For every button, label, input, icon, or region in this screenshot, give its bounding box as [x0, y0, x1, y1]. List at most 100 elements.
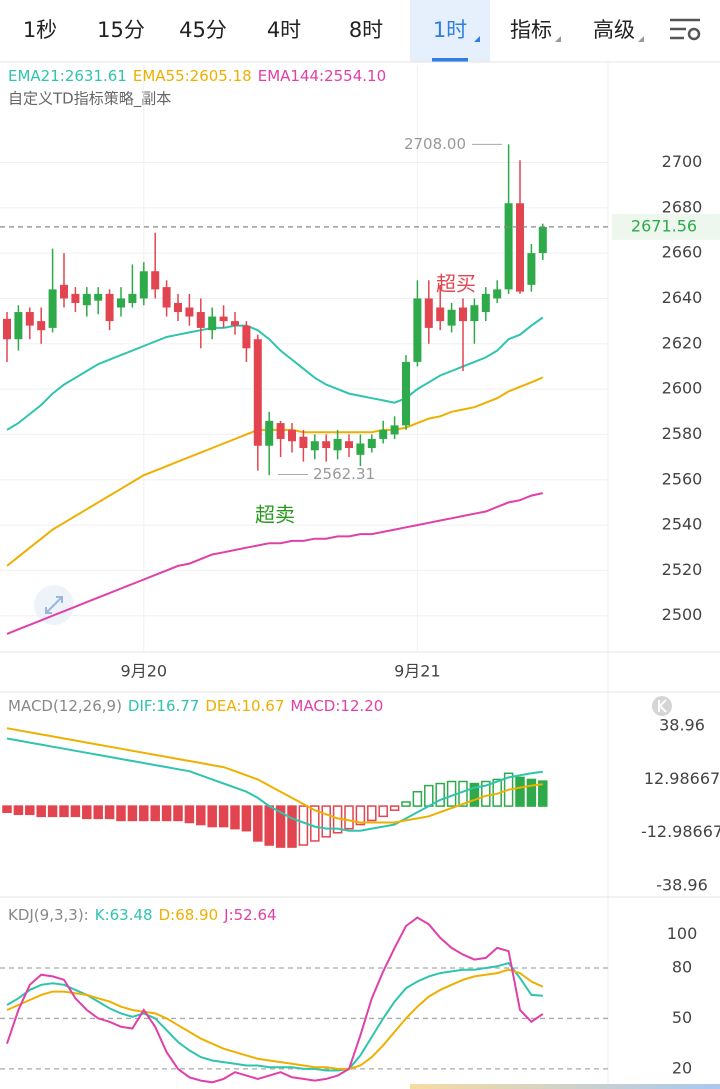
macd-bar — [367, 805, 377, 822]
macd-bar — [13, 805, 24, 816]
macd-bar — [298, 805, 309, 846]
candle-body — [253, 339, 262, 446]
y-tick-label: 38.96 — [659, 716, 705, 735]
tab[interactable]: 高级 — [593, 18, 635, 42]
legend-entry: EMA144:2554.10 — [258, 67, 386, 85]
indicator-line — [6, 737, 543, 832]
macd-bar — [59, 805, 69, 818]
tab[interactable]: 15分 — [97, 18, 145, 42]
legend: MACD(12,26,9) DIF:16.77 DEA:10.67 MACD:12.2… — [8, 697, 383, 715]
macd-bar — [538, 780, 548, 807]
legend-entry: MACD:12.20 — [290, 697, 383, 715]
candle-body — [174, 302, 182, 313]
candle-body — [14, 312, 23, 340]
y-tick-label: 80 — [672, 958, 692, 977]
candle-body — [139, 271, 148, 299]
candle-body — [288, 429, 296, 442]
candle-body — [413, 298, 422, 362]
macd-bar — [378, 805, 388, 818]
macd-bar — [230, 805, 240, 830]
indicator-line — [6, 968, 544, 1070]
y-tick-label: 2540 — [662, 515, 703, 534]
candle-body — [117, 298, 125, 308]
candle-body — [208, 316, 217, 331]
macd-bar — [173, 805, 183, 822]
candle-body — [367, 438, 376, 449]
macd-bar — [264, 805, 274, 846]
expand-icon[interactable] — [34, 585, 74, 625]
dropdown-arrow — [638, 36, 644, 42]
current-price-box — [612, 213, 720, 240]
tab[interactable]: 1时 — [433, 18, 467, 42]
candle-body — [447, 309, 456, 326]
candle-body — [82, 293, 91, 306]
macd-bar — [25, 805, 35, 816]
macd-bar — [401, 801, 411, 807]
candle-body — [185, 307, 194, 317]
y-tick-label: 2620 — [662, 333, 703, 352]
candle-body — [25, 312, 34, 326]
candle-body — [105, 293, 114, 322]
macd-bar — [287, 805, 297, 848]
candle-body — [424, 298, 433, 328]
macd-bar — [104, 805, 115, 820]
macd-bar — [344, 805, 354, 830]
signal-label: 超买 — [436, 272, 476, 296]
bottom-bar — [410, 1084, 720, 1089]
macd-bar — [82, 805, 92, 820]
legend: KDJ(9,3,3): K:63.48 D:68.90 J:52.64 — [8, 906, 277, 924]
candle-body — [390, 425, 399, 435]
macd-bar — [515, 776, 525, 807]
active-tab-underline — [432, 58, 468, 62]
macd-bar — [207, 805, 217, 828]
y-tick-label: 2560 — [662, 469, 703, 488]
legend-entry: DEA:10.67 — [205, 697, 284, 715]
settings-icon[interactable] — [670, 18, 701, 41]
macd-bar — [275, 805, 286, 848]
candle-body — [94, 293, 103, 301]
y-tick-label: 2680 — [662, 197, 703, 216]
legend-entry: K:63.48 — [95, 906, 153, 924]
candle-body — [356, 443, 365, 455]
tab[interactable]: 8时 — [349, 18, 383, 42]
macd-bar — [241, 805, 252, 832]
macd-bar — [127, 805, 138, 822]
indicator-line — [6, 727, 543, 824]
candle-body — [128, 293, 137, 303]
tab[interactable]: 45分 — [179, 18, 227, 42]
macd-bar — [389, 805, 400, 811]
tab[interactable]: 指标 — [510, 18, 552, 42]
indicator-line — [6, 916, 544, 1084]
y-tick-label: 2700 — [662, 152, 703, 171]
collapse-icon[interactable] — [652, 696, 672, 716]
active-tab-bg — [410, 0, 490, 62]
current-price-label: 2671.56 — [631, 216, 697, 235]
y-tick-label: 2500 — [662, 605, 703, 624]
macd-bar — [116, 805, 126, 822]
candle-body — [436, 307, 445, 322]
ema-line — [6, 376, 544, 567]
candle-body — [162, 287, 171, 308]
legend-title: KDJ(9,3,3): — [8, 906, 89, 924]
ema-line — [6, 492, 544, 635]
candle-body — [333, 438, 342, 451]
candle-body — [379, 429, 388, 439]
indicator-line — [6, 961, 543, 1072]
tab[interactable]: 4时 — [267, 18, 301, 42]
legend-entry: J:52.64 — [223, 906, 276, 924]
plot — [2, 727, 548, 848]
y-tick-label: 2580 — [662, 424, 703, 443]
candle-body — [504, 203, 513, 290]
candle-body — [299, 436, 308, 449]
candle-body — [481, 293, 490, 313]
candle-body — [538, 226, 547, 254]
legend: EMA21:2631.61 EMA55:2605.18 EMA144:2554.10 — [8, 67, 386, 85]
plot — [0, 916, 608, 1084]
macd-bar — [47, 805, 58, 818]
legend-entry: EMA21:2631.61 — [8, 67, 127, 85]
macd-bar — [2, 805, 12, 813]
y-tick-label: 2520 — [662, 560, 703, 579]
toolbar — [0, 0, 720, 62]
macd-bar — [218, 805, 229, 828]
tab[interactable]: 1秒 — [23, 18, 57, 42]
